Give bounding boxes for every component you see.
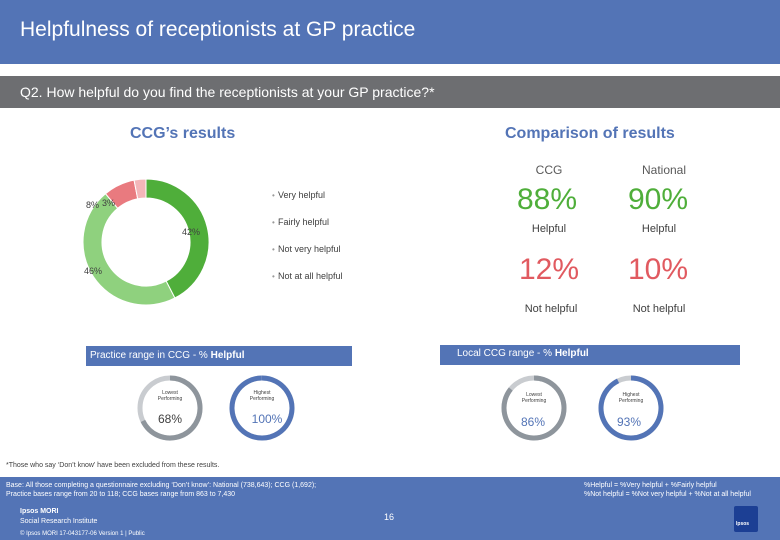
page-title: Helpfulness of receptionists at GP pract… (20, 18, 416, 41)
local-highest-value: 93% (616, 415, 642, 429)
donut-chart: 42% 46% 8% 3% (82, 178, 210, 306)
gauge-fill (598, 375, 664, 441)
practice-highest-value: 100% (251, 412, 283, 426)
practice-lowest-label: Lowest Performing (157, 390, 183, 402)
legend-label: Not at all helpful (278, 271, 343, 281)
practice-lowest-value: 68% (157, 412, 183, 426)
local-lowest-label: Lowest Performing (521, 392, 547, 404)
legend-item: • Very helpful (272, 190, 326, 200)
copyright: © Ipsos MORI 17-043177-06 Version 1 | Pu… (20, 531, 145, 537)
footer-bar (0, 477, 780, 540)
ccg-helpful-label: Helpful (531, 223, 567, 235)
national-column-header: National (641, 163, 687, 177)
practice-lowest-gauge (137, 375, 203, 441)
ipsos-mori-logo: Ipsos MORI (20, 508, 59, 515)
legend-label: Not very helpful (278, 244, 341, 254)
base-line-1: Base: All those completing a questionnai… (6, 482, 317, 489)
ipsos-badge-text: Ipsos (736, 521, 750, 527)
national-helpful-label: Helpful (641, 223, 677, 235)
ccg-column-header: CCG (535, 163, 563, 177)
donut-slice-very-helpful (145, 178, 210, 299)
definition-line-2: %Not helpful = %Not very helpful + %Not … (584, 491, 751, 498)
ccg-results-heading: CCG’s results (130, 125, 236, 142)
legend-label: Fairly helpful (278, 217, 330, 227)
donut-data-label: 8% (86, 200, 99, 210)
local-highest-label: Highest Performing (618, 392, 644, 404)
national-helpful-value: 90% (627, 183, 689, 216)
footnote: *Those who say ‘Don’t know’ have been ex… (6, 462, 220, 469)
question-bar (0, 76, 780, 108)
ipsos-badge-icon: Ipsos (734, 506, 758, 532)
gauge-fill (229, 375, 295, 441)
legend-item: • Not at all helpful (272, 271, 343, 281)
legend-item: • Not very helpful (272, 244, 341, 254)
ccg-not-helpful-value: 12% (518, 253, 580, 286)
donut-slice-fairly-helpful (82, 193, 176, 306)
local-range-bold: Helpful (554, 348, 589, 359)
base-line-2: Practice bases range from 20 to 118; CCG… (6, 491, 236, 498)
national-not-helpful-label: Not helpful (632, 303, 686, 315)
page-number: 16 (384, 512, 395, 522)
local-lowest-value: 86% (520, 415, 546, 429)
gauge-fill (140, 375, 203, 441)
donut-data-label: 42% (182, 227, 200, 237)
legend-label: Very helpful (278, 190, 326, 200)
practice-highest-label: Highest Performing (249, 390, 275, 402)
ccg-helpful-value: 88% (516, 183, 578, 216)
gauge-fill (501, 375, 567, 441)
donut-slice-not-at-all-helpful (133, 178, 147, 200)
national-not-helpful-value: 10% (627, 253, 689, 286)
legend-item: • Fairly helpful (272, 217, 330, 227)
title-bar (0, 0, 780, 64)
practice-highest-gauge (229, 375, 295, 441)
donut-data-label: 46% (84, 266, 102, 276)
practice-range-prefix: Practice range in CCG - % (90, 350, 211, 361)
local-lowest-gauge (501, 375, 567, 441)
question-text: Q2. How helpful do you find the receptio… (20, 84, 435, 100)
sri-logo-text: Social Research Institute (20, 518, 98, 525)
donut-data-label: 3% (102, 198, 115, 208)
local-range-prefix: Local CCG range - % (457, 348, 555, 359)
definition-line-1: %Helpful = %Very helpful + %Fairly helpf… (584, 482, 717, 489)
comparison-heading: Comparison of results (505, 125, 675, 142)
local-range-bar: Local CCG range - % Helpful (440, 345, 740, 365)
practice-range-bar: Practice range in CCG - % Helpful (86, 346, 352, 366)
local-highest-gauge (598, 375, 664, 441)
practice-range-bold: Helpful (210, 350, 245, 361)
ccg-not-helpful-label: Not helpful (524, 303, 578, 315)
